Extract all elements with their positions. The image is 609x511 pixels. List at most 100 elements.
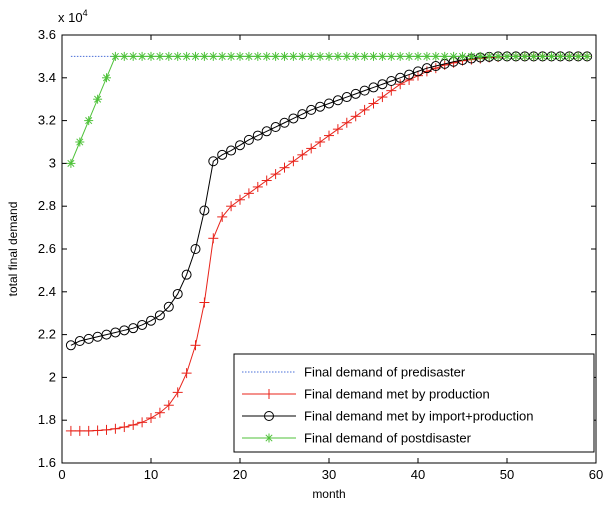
- data-point: [243, 188, 254, 199]
- data-point: [208, 156, 219, 167]
- data-point: [226, 51, 236, 61]
- legend-label: Final demand met by production: [304, 387, 490, 402]
- data-point: [243, 134, 254, 145]
- y-tick-label: 3.6: [38, 27, 56, 42]
- y-tick-label: 1.6: [38, 455, 56, 470]
- data-point: [315, 137, 326, 147]
- data-point: [466, 51, 476, 61]
- data-point: [315, 101, 326, 112]
- data-point: [261, 126, 272, 137]
- data-point: [573, 51, 583, 61]
- data-point: [297, 149, 308, 160]
- data-point: [226, 145, 237, 156]
- data-point: [252, 130, 263, 141]
- x-axis-label: month: [312, 487, 345, 501]
- data-point: [182, 51, 192, 61]
- data-point: [404, 69, 415, 80]
- data-point: [351, 51, 361, 61]
- x-tick-label: 50: [500, 467, 514, 482]
- y-exponent-label: x 104: [58, 8, 88, 25]
- x-tick-label: 10: [144, 467, 158, 482]
- data-point: [306, 51, 316, 61]
- y-tick-label: 2.4: [38, 284, 56, 299]
- y-tick-label: 2.6: [38, 241, 56, 256]
- data-point: [173, 51, 183, 61]
- data-point: [306, 143, 317, 154]
- data-point: [110, 423, 121, 434]
- data-point: [431, 51, 441, 61]
- data-point: [369, 51, 378, 61]
- x-tick-label: 40: [411, 467, 425, 482]
- data-point: [279, 117, 290, 128]
- data-point: [430, 63, 441, 74]
- data-point: [413, 66, 423, 77]
- data-point: [377, 79, 388, 90]
- axis-ticks: [61, 34, 597, 464]
- data-point: [199, 51, 209, 61]
- data-point: [395, 51, 405, 61]
- data-point: [154, 310, 165, 321]
- data-point: [181, 269, 192, 280]
- data-point: [288, 156, 299, 167]
- data-point: [271, 51, 281, 61]
- data-point: [288, 51, 298, 61]
- data-point: [146, 413, 156, 424]
- data-point: [235, 140, 245, 151]
- legend-label: Final demand of predisaster: [304, 365, 466, 380]
- data-point: [146, 315, 156, 326]
- legend-label: Final demand met by import+production: [304, 409, 533, 424]
- data-point: [191, 51, 200, 61]
- series-layer: [65, 51, 593, 436]
- data-point: [306, 104, 317, 115]
- data-point: [181, 368, 192, 379]
- y-tick-label: 2: [49, 369, 56, 384]
- data-point: [555, 51, 565, 61]
- data-point: [163, 400, 174, 411]
- data-point: [217, 51, 227, 61]
- data-point: [279, 162, 290, 173]
- data-point: [377, 92, 388, 103]
- data-point: [74, 425, 85, 436]
- data-point: [288, 113, 299, 124]
- legend-marker: [264, 433, 274, 443]
- data-point: [520, 51, 530, 61]
- data-point: [564, 51, 574, 61]
- y-tick-label: 1.8: [38, 412, 56, 427]
- data-point: [440, 51, 450, 61]
- data-point: [92, 425, 103, 436]
- data-point: [253, 51, 263, 61]
- data-point: [235, 51, 245, 61]
- x-tick-label: 20: [233, 467, 247, 482]
- data-point: [65, 340, 76, 351]
- x-tick-label: 0: [58, 467, 65, 482]
- legend-item-predisaster: Final demand of predisaster: [242, 365, 466, 380]
- data-point: [137, 51, 147, 61]
- data-point: [368, 98, 379, 109]
- data-point: [128, 419, 139, 430]
- data-point: [413, 51, 423, 61]
- data-point: [538, 51, 548, 61]
- data-point: [360, 51, 370, 61]
- data-point: [350, 111, 361, 122]
- data-point: [333, 51, 343, 61]
- y-tick-label: 2.8: [38, 198, 56, 213]
- data-point: [154, 407, 165, 418]
- data-point: [163, 301, 174, 312]
- data-point: [226, 201, 237, 212]
- data-point: [449, 51, 459, 61]
- legend-marker: [264, 411, 274, 421]
- data-point: [324, 51, 334, 61]
- data-point: [529, 51, 539, 61]
- data-point: [93, 94, 103, 104]
- data-point: [128, 51, 138, 61]
- data-point: [110, 51, 120, 61]
- data-point: [128, 323, 139, 334]
- data-point: [404, 74, 415, 85]
- data-point: [101, 424, 112, 435]
- data-point: [341, 117, 352, 128]
- data-point: [386, 51, 396, 61]
- y-tick-labels: 1.6 1.8 2 2.2 2.4 2.6 2.8 3 3.2 3.4 3.6: [38, 27, 56, 470]
- legend: Final demand of predisaster Final demand …: [233, 353, 595, 453]
- data-point: [368, 82, 379, 93]
- y-axis-label: total final demand: [6, 202, 20, 297]
